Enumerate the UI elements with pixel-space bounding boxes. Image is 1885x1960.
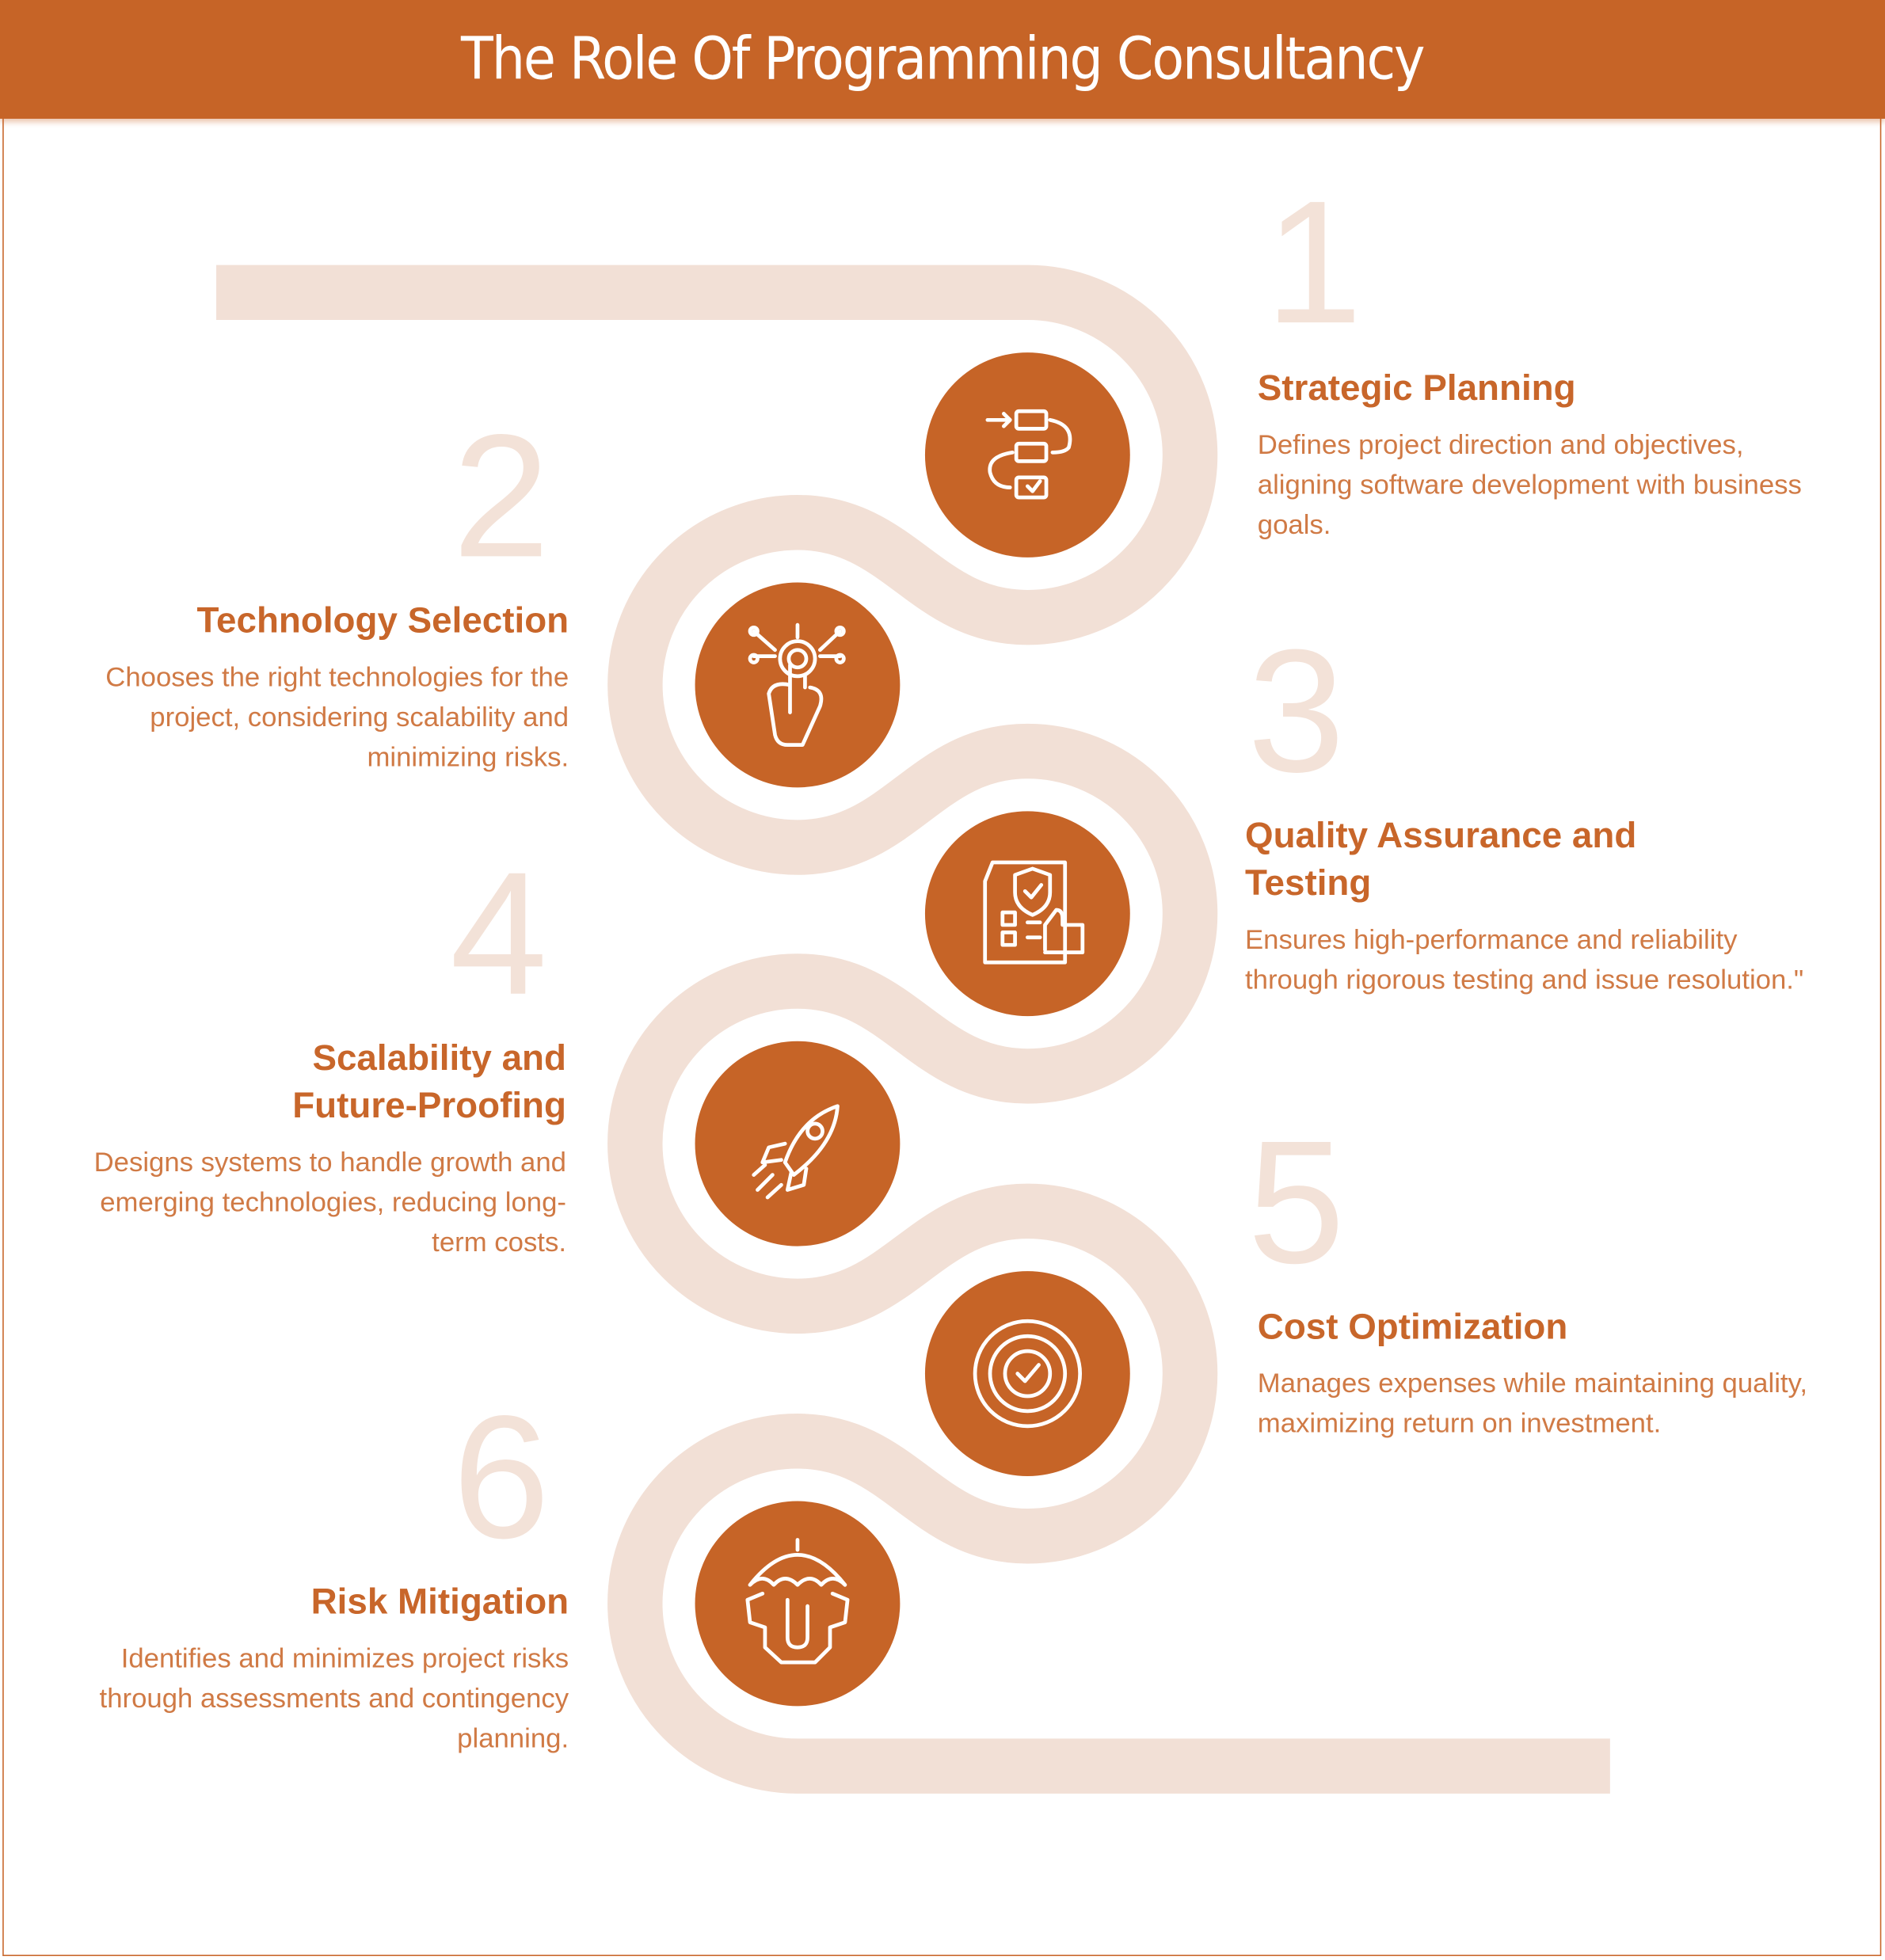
target-check-icon [973, 1319, 1083, 1429]
step-circle-4 [695, 1041, 901, 1246]
step-number-2: 2 [452, 398, 550, 593]
step-description: Designs systems to handle growth and eme… [93, 1146, 566, 1258]
step-description: Chooses the right technologies for the p… [105, 660, 569, 773]
step-6: Risk Mitigation Identifies and minimizes… [0, 1578, 569, 1758]
workflow-icon [985, 409, 1072, 500]
touch-tech-icon [748, 622, 846, 748]
step-number-4: 4 [450, 835, 547, 1031]
step-title: Quality Assurance and Testing [1244, 816, 1637, 904]
step-title: Cost Optimization [1257, 1307, 1568, 1348]
header-banner: The Role Of Programming Consultancy [0, 0, 1885, 119]
step-title: Risk Mitigation [310, 1582, 569, 1623]
step-description: Identifies and minimizes project risks t… [99, 1642, 569, 1754]
snake-track [216, 265, 1610, 1794]
step-description: Defines project direction and objectives… [1257, 428, 1802, 540]
step-number-3: 3 [1247, 613, 1345, 809]
step-5: Cost Optimization Manages expenses while… [1258, 1303, 1845, 1444]
step-circle-6 [695, 1501, 901, 1707]
step-circle-1 [924, 352, 1130, 558]
rocket-icon [752, 1104, 840, 1200]
step-2: Technology Selection Chooses the right t… [0, 597, 569, 777]
step-3: Quality Assurance and Testing Ensures hi… [1244, 813, 1803, 1000]
step-4: Scalability and Future-Proofing Designs … [0, 1035, 566, 1262]
step-circle-2 [695, 582, 901, 788]
step-title: Strategic Planning [1257, 368, 1576, 409]
step-circle-5 [924, 1271, 1130, 1476]
step-number-6: 6 [452, 1379, 550, 1574]
umbrella-gear-icon [745, 1538, 850, 1665]
step-title: Technology Selection [196, 601, 569, 641]
step-description: Manages expenses while maintaining quali… [1257, 1367, 1807, 1439]
step-title: Scalability and Future-Proofing [292, 1038, 566, 1127]
step-number-1: 1 [1265, 164, 1362, 360]
step-1: Strategic Planning Defines project direc… [1258, 365, 1845, 545]
step-number-5: 5 [1247, 1104, 1345, 1300]
step-description: Ensures high-performance and reliability… [1244, 923, 1804, 995]
quality-checklist-icon [983, 860, 1085, 965]
page-title: The Role Of Programming Consultancy [461, 25, 1426, 94]
